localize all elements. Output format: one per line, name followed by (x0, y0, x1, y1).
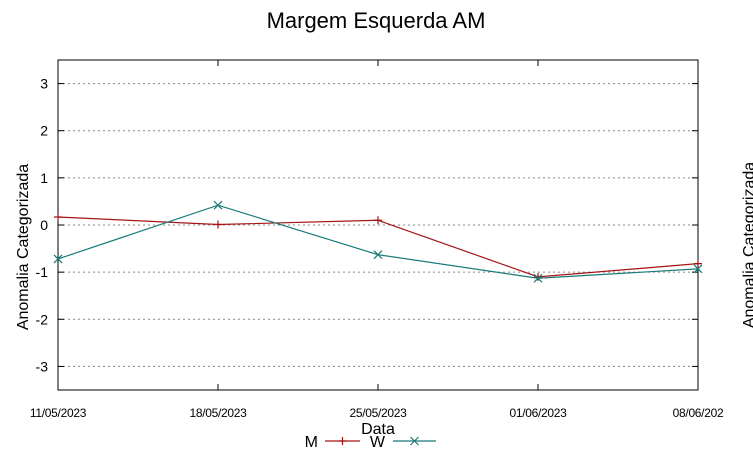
x-tick-label: 18/05/2023 (189, 406, 247, 420)
plot-frame (57, 59, 699, 391)
y-tick-label: -1 (36, 264, 49, 280)
grid (58, 83, 698, 367)
right-y-axis-label: Anomalia Categorizada (741, 162, 753, 328)
x-axis-label: Data (361, 421, 395, 438)
legend-marker (410, 436, 419, 446)
data-point (534, 272, 542, 281)
data-point (374, 216, 382, 225)
y-tick-label: 3 (40, 76, 48, 92)
x-tick-label: 25/05/2023 (349, 406, 407, 420)
data-point (214, 220, 222, 229)
y-tick-label: 1 (40, 170, 48, 186)
data-point (694, 259, 702, 268)
data-point (373, 250, 383, 260)
axis-ticks: -3 -2 -1 0 1 2 3 11/05/2023 18/05/2023 25/05/2023… (30, 60, 724, 420)
x-tick-label: 01/06/2023 (509, 406, 567, 420)
y-tick-label: -3 (36, 358, 49, 374)
series-line (57, 216, 699, 278)
legend-marker (338, 437, 347, 445)
data-point (53, 254, 63, 264)
legend-label: M (305, 434, 318, 451)
series-M (54, 212, 702, 281)
data-point (213, 200, 223, 210)
data-point (54, 212, 62, 221)
legend-label: W (370, 434, 386, 451)
y-tick-label: -2 (36, 311, 49, 327)
series-W (53, 200, 703, 283)
data-point (693, 264, 703, 274)
series-line (57, 204, 699, 279)
chart-title: Margem Esquerda AM (267, 8, 486, 33)
x-tick-label: 11/05/2023 (30, 406, 87, 420)
y-axis-label: Anomalia Categorizada (15, 164, 32, 330)
data-point (533, 273, 543, 283)
y-tick-label: 0 (40, 217, 48, 233)
x-tick-label: 08/06/202 (673, 406, 724, 420)
series-lines (53, 200, 703, 283)
y-tick-label: 2 (40, 123, 48, 139)
